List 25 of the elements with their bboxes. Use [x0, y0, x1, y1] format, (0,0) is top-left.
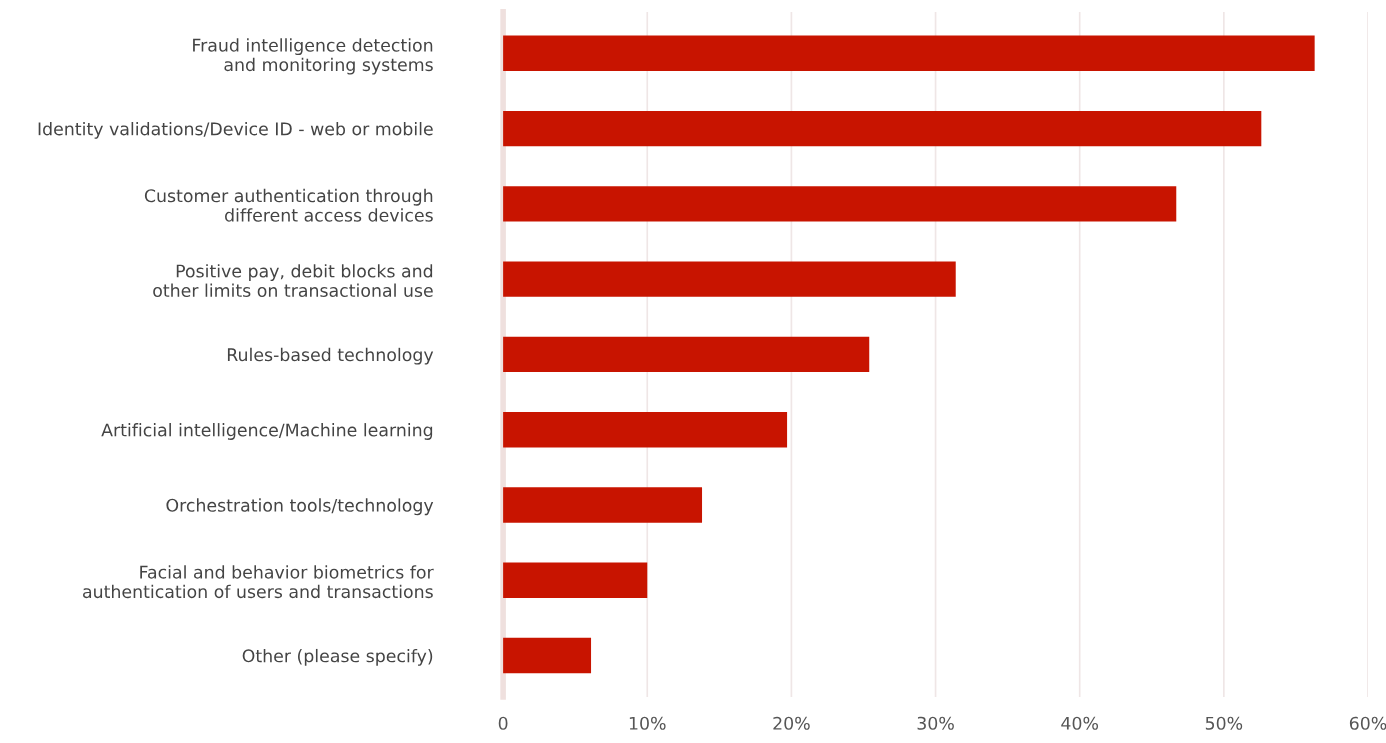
y-tick-label: Orchestration tools/technology	[166, 498, 434, 516]
bar	[503, 35, 1315, 71]
y-tick-label: Rules-based technology	[227, 347, 434, 365]
bar	[503, 487, 703, 523]
x-tick-label: 0	[498, 716, 508, 730]
y-tick-label: Positive pay, debit blocks and other limits on transactional use	[153, 264, 433, 298]
y-tick-label: Other (please specify)	[242, 648, 433, 666]
bar	[503, 261, 956, 297]
bar	[503, 562, 648, 598]
bar	[503, 412, 788, 448]
x-tick-label: 20%	[773, 716, 810, 730]
y-tick-label: Customer authentication through different access devices	[144, 188, 433, 222]
x-tick-label: 50%	[1205, 716, 1243, 730]
x-tick-label: 60%	[1349, 716, 1386, 730]
bar	[503, 186, 1177, 222]
x-tick-label: 40%	[1061, 716, 1099, 730]
bar	[503, 110, 1262, 147]
y-tick-label: Artificial intelligence/Machine learning	[101, 423, 433, 440]
bar	[503, 336, 870, 373]
x-tick-label: 30%	[917, 716, 954, 730]
y-tick-label: Fraud intelligence detection and monitoring systems	[193, 38, 433, 75]
y-tick-label: Facial and behavior biometrics for authentication of users and transactions	[83, 565, 434, 599]
bar	[503, 637, 592, 674]
y-tick-label: Identity validations/Device ID - web or mobile	[38, 121, 433, 139]
x-tick-label: 10%	[629, 716, 666, 730]
